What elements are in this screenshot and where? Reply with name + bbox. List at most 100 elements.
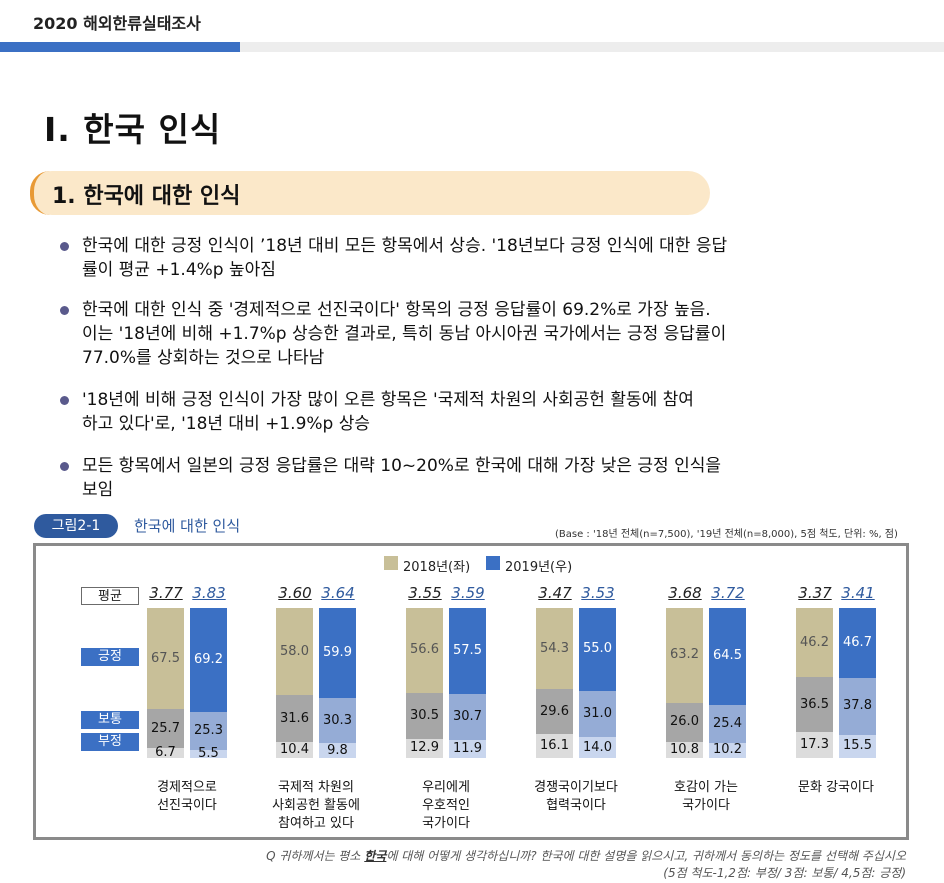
bullet-line: 모든 항목에서 일본의 긍정 응답률은 대략 10~20%로 한국에 대해 가장… — [82, 456, 721, 476]
value-label-negative: 9.8 — [327, 742, 348, 758]
footnote-question: Q 귀하께서는 평소 한국에 대해 어떻게 생각하십니까? 한국에 대한 설명을… — [150, 847, 906, 864]
value-label-negative: 10.4 — [280, 742, 309, 758]
value-label-negative: 17.3 — [800, 737, 829, 753]
category-label-line: 경쟁국이기보다 — [534, 780, 618, 795]
value-label-positive: 56.6 — [410, 642, 439, 658]
row-label-positive: 긍정 — [81, 648, 139, 666]
bar-negative-2018 — [536, 733, 573, 758]
bullet-line: '18년에 비해 긍정 인식이 가장 많이 오른 항목은 '국제적 차원의 사회… — [82, 390, 694, 410]
bar-positive-2018 — [276, 608, 313, 695]
figure-base-note: (Base : '18년 전체(n=7,500), '19년 전체(n=8,00… — [555, 529, 898, 540]
bar-positive-2019 — [579, 608, 616, 691]
average-value-2018: 3.47 — [538, 584, 572, 602]
bar-negative-2018 — [666, 741, 703, 758]
bar-positive-2019 — [190, 608, 227, 712]
bar-negative-2018 — [796, 732, 833, 758]
bar-neutral-2018 — [147, 709, 184, 748]
bullet-dot — [60, 462, 69, 471]
legend-label-2019: 2019년(우) — [505, 560, 573, 575]
category-label-line: 국가이다 — [422, 816, 470, 831]
value-label-neutral: 30.3 — [323, 712, 352, 728]
bar-negative-2019 — [319, 743, 356, 758]
bar-positive-2018 — [796, 608, 833, 678]
bar-neutral-2019 — [709, 704, 746, 743]
bar-neutral-2019 — [319, 697, 356, 744]
bar-negative-2018 — [276, 742, 313, 758]
value-label-neutral: 36.5 — [800, 696, 829, 712]
bullet-line: 보임 — [82, 480, 114, 500]
row-label-average: 평균 — [81, 587, 139, 605]
value-label-negative: 12.9 — [410, 740, 439, 756]
category-label-line: 경제적으로 — [157, 780, 217, 795]
category-label-line: 국제적 차원의 — [278, 780, 354, 795]
bar-negative-2019 — [709, 742, 746, 758]
category-label-line: 협력국이다 — [546, 798, 606, 813]
bar-positive-2018 — [536, 608, 573, 690]
bar-positive-2019 — [449, 607, 486, 695]
subsection-bar-accent — [30, 171, 50, 215]
legend-swatch-2018 — [384, 556, 398, 570]
value-label-negative: 10.8 — [670, 741, 699, 757]
average-value-2018: 3.77 — [149, 584, 183, 602]
value-label-neutral: 30.5 — [410, 707, 439, 723]
subsection-title: 1. 한국에 대한 인식 — [52, 184, 241, 209]
category-label-line: 우호적인 — [422, 798, 470, 813]
bar-negative-2018 — [147, 747, 184, 758]
average-value-2019: 3.53 — [581, 584, 615, 602]
bullet-dot — [60, 396, 69, 405]
value-label-negative: 5.5 — [198, 745, 219, 761]
value-label-neutral: 37.8 — [843, 698, 872, 714]
value-label-neutral: 26.0 — [670, 714, 699, 730]
category-label: 우리에게 우호적인 국가이다 — [381, 779, 511, 833]
section-title: Ⅰ. 한국 인식 — [44, 110, 222, 149]
value-label-neutral: 25.4 — [713, 715, 742, 731]
bar-negative-2019 — [449, 740, 486, 758]
bullet-dot — [60, 242, 69, 251]
value-label-negative: 10.2 — [713, 742, 742, 758]
category-label-line: 국가이다 — [682, 798, 730, 813]
bar-neutral-2018 — [666, 702, 703, 742]
category-label-line: 선진국이다 — [157, 798, 217, 813]
legend-label-2018: 2018년(좌) — [403, 560, 471, 575]
average-value-2018: 3.37 — [798, 584, 832, 602]
average-value-2019: 3.72 — [711, 584, 745, 602]
bar-positive-2018 — [406, 608, 443, 693]
bar-negative-2019 — [579, 737, 616, 758]
bullet-line: 이는 '18년에 비해 +1.7%p 상승한 결과로, 특히 동남 아시아권 국… — [82, 324, 727, 344]
category-label-line: 호감이 가는 — [674, 780, 738, 795]
average-value-2019: 3.64 — [321, 584, 355, 602]
average-value-2019: 3.83 — [192, 584, 226, 602]
value-label-positive: 46.7 — [843, 635, 872, 651]
bar-negative-2018 — [406, 738, 443, 758]
bullet-line: 률이 평균 +1.4%p 높아짐 — [82, 260, 276, 280]
average-value-2018: 3.60 — [278, 584, 312, 602]
value-label-positive: 67.5 — [151, 650, 180, 666]
footnote-suffix: 에 대해 어떻게 생각하십니까? 한국에 대한 설명을 읽으시고, 귀하께서 동… — [386, 849, 906, 863]
value-label-positive: 54.3 — [540, 640, 569, 656]
bullet-line: 한국에 대한 인식 중 '경제적으로 선진국이다' 항목의 긍정 응답률이 69… — [82, 300, 711, 320]
value-label-neutral: 29.6 — [540, 703, 569, 719]
bar-neutral-2018 — [406, 692, 443, 739]
average-value-2019: 3.59 — [451, 584, 485, 602]
value-label-neutral: 30.7 — [453, 709, 482, 725]
value-label-positive: 59.9 — [323, 644, 352, 660]
average-value-2019: 3.41 — [841, 584, 875, 602]
value-label-positive: 46.2 — [800, 634, 829, 650]
bar-neutral-2019 — [579, 690, 616, 737]
bullet-line: 한국에 대한 긍정 인식이 ’18년 대비 모든 항목에서 상승. '18년보다… — [82, 236, 728, 256]
value-label-positive: 57.5 — [453, 642, 482, 658]
bar-neutral-2019 — [839, 678, 876, 735]
footnote-prefix: Q 귀하께서는 평소 — [266, 849, 365, 863]
average-value-2018: 3.55 — [408, 584, 442, 602]
row-label-negative: 부정 — [81, 733, 139, 751]
bullet-line: 77.0%를 상회하는 것으로 나타남 — [82, 348, 325, 368]
value-label-neutral: 25.3 — [194, 722, 223, 738]
value-label-negative: 15.5 — [843, 738, 872, 754]
value-label-negative: 14.0 — [583, 739, 612, 755]
value-label-neutral: 31.0 — [583, 705, 612, 721]
bar-neutral-2018 — [536, 689, 573, 734]
category-label-line: 참여하고 있다 — [278, 816, 354, 831]
